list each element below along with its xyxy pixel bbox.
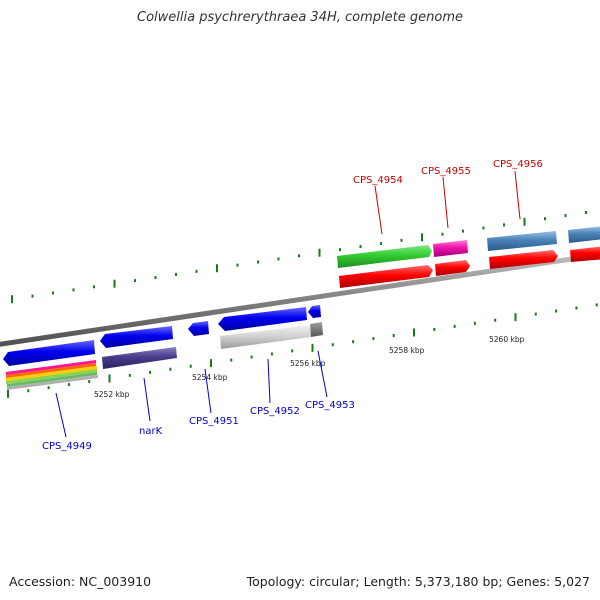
gene-arrow-cps-4954-green[interactable] (337, 245, 432, 268)
gene-arrow-next-red[interactable] (570, 246, 600, 262)
gene-arrow-nark-blue[interactable] (100, 326, 173, 348)
gene-arrow-cps-4955-pink[interactable] (433, 240, 468, 257)
gene-label-nark[interactable]: narK (139, 426, 163, 437)
gene-label-cps-4954[interactable]: CPS_4954 (353, 175, 403, 186)
gene-arrow-cps-4953-blue[interactable] (308, 305, 321, 318)
gene-arrow-cps-4951-blue[interactable] (188, 321, 209, 336)
gene-label-cps-4953[interactable]: CPS_4953 (305, 400, 355, 411)
gene-arrow-cps-4954-red[interactable] (339, 265, 433, 288)
gene-arrow-cps-4956-red[interactable] (489, 250, 558, 269)
coordinate-label-5260: 5260 kbp (489, 335, 525, 344)
genome-summary-text: Topology: circular; Length: 5,373,180 bp… (246, 574, 590, 589)
coordinate-label-5254: 5254 kbp (192, 373, 228, 382)
map-title: Colwellia psychrerythraea 34H, complete … (137, 10, 463, 25)
accession-text: Accession: NC_003910 (9, 574, 152, 589)
gene-arrow-nark-navy[interactable] (102, 347, 177, 369)
gene-arrow-next-steel[interactable] (568, 226, 600, 243)
coordinate-label-5252: 5252 kbp (94, 390, 130, 399)
forward-tick-track (11, 211, 587, 304)
gene-label-cps-4951[interactable]: CPS_4951 (189, 416, 239, 427)
gene-arrow-cps-4955-red[interactable] (435, 260, 470, 276)
gene-arrow-cps-4949-multicolor[interactable] (6, 360, 98, 390)
gene-label-cps-4955[interactable]: CPS_4955 (421, 166, 471, 177)
coordinate-label-5256: 5256 kbp (290, 359, 326, 368)
gene-arrow-cps-4953-gray[interactable] (310, 322, 323, 337)
gene-arrow-cps-4956-steel[interactable] (487, 231, 557, 251)
leader-lines-reverse (55, 350, 328, 438)
gene-label-cps-4949[interactable]: CPS_4949 (42, 441, 92, 452)
reverse-tick-track (7, 303, 598, 398)
leader-lines-forward (374, 170, 521, 235)
gene-arrow-cps-4952-gray[interactable] (220, 325, 311, 349)
gene-label-cps-4956[interactable]: CPS_4956 (493, 159, 543, 170)
coordinate-label-5258: 5258 kbp (389, 346, 425, 355)
gene-arrow-cps-4952-blue[interactable] (218, 307, 307, 331)
genome-backbone (0, 252, 600, 347)
gene-arrow-cps-4949-blue[interactable] (3, 340, 95, 366)
gene-label-cps-4952[interactable]: CPS_4952 (250, 406, 300, 417)
